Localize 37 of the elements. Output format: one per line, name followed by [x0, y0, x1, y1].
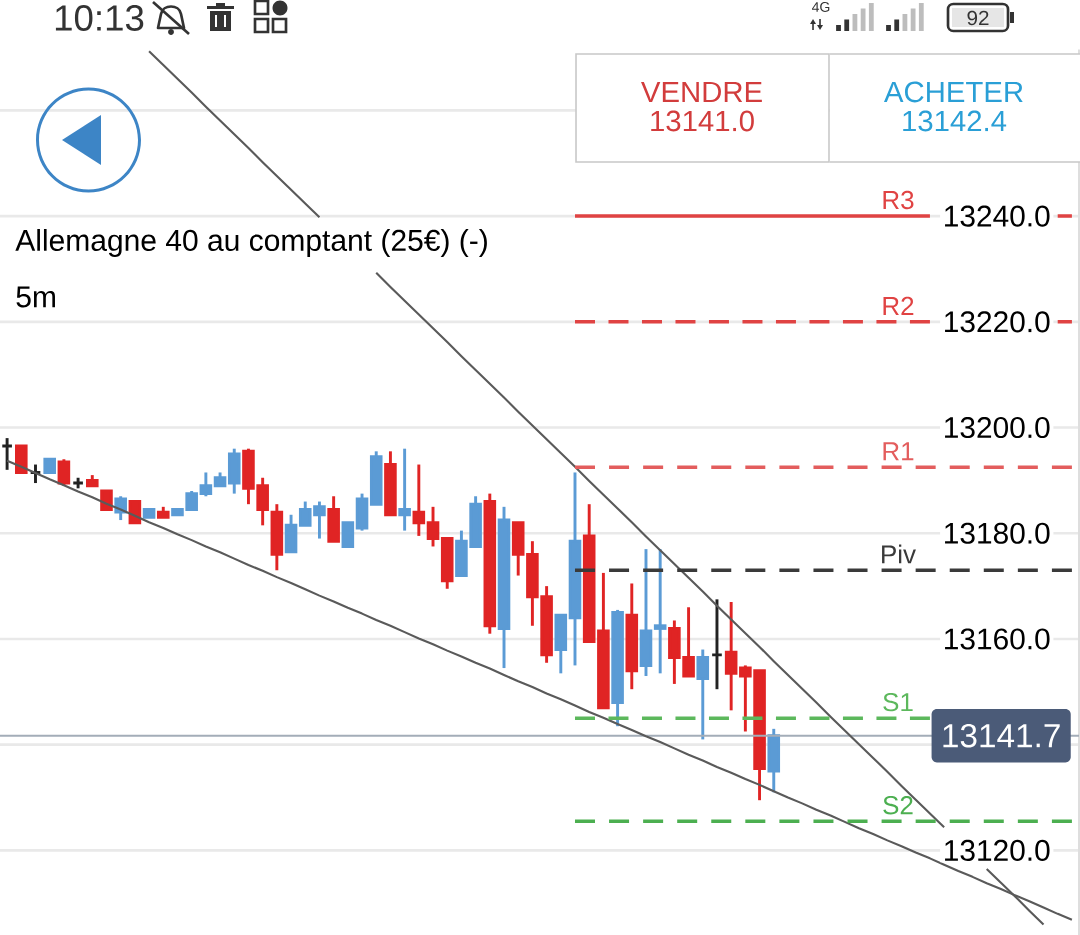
candlestick	[611, 608, 624, 728]
text: 92	[967, 10, 989, 26]
y-tick-label: 13160.0	[945, 628, 1050, 650]
y-tick-label: 13240.0	[945, 205, 1050, 227]
text: Allemagne 40 au comptant (25€) (-)	[15, 229, 487, 257]
candlestick	[398, 447, 411, 533]
series-label: Piv	[882, 544, 916, 564]
series-label: R1	[883, 442, 914, 461]
series-label: R2	[883, 296, 914, 315]
annotation: ACHETER	[883, 81, 1023, 103]
annotation: VENDRE	[641, 81, 762, 103]
text: 4G	[811, 2, 830, 12]
candlestick	[412, 463, 426, 538]
candlestick	[227, 447, 241, 496]
y-tick-label: 13220.0	[945, 311, 1050, 333]
candlestick	[696, 648, 710, 741]
text: 10:13	[55, 5, 144, 31]
ref-line-label: 13141.7	[943, 723, 1060, 748]
y-tick-label: 13180.0	[945, 522, 1050, 544]
y-tick-label: 13200.0	[945, 416, 1050, 439]
text: 5m	[16, 286, 55, 308]
candlestick	[653, 547, 667, 675]
candlestick	[724, 600, 738, 712]
annotation: 13141.0	[651, 110, 754, 132]
candlestick	[0, 436, 14, 472]
candlestick	[568, 471, 582, 667]
candlestick	[710, 597, 724, 691]
candlestick	[71, 476, 85, 490]
candlestick	[270, 502, 284, 572]
series-label: S1	[883, 692, 913, 712]
series-label: S2	[883, 796, 913, 815]
series-label: R3	[883, 190, 914, 210]
candlestick	[483, 492, 497, 636]
y-tick-label: 13120.0	[945, 839, 1050, 861]
candlestick	[355, 492, 369, 533]
annotation: 13142.4	[903, 110, 1007, 132]
candlestick	[625, 582, 639, 691]
